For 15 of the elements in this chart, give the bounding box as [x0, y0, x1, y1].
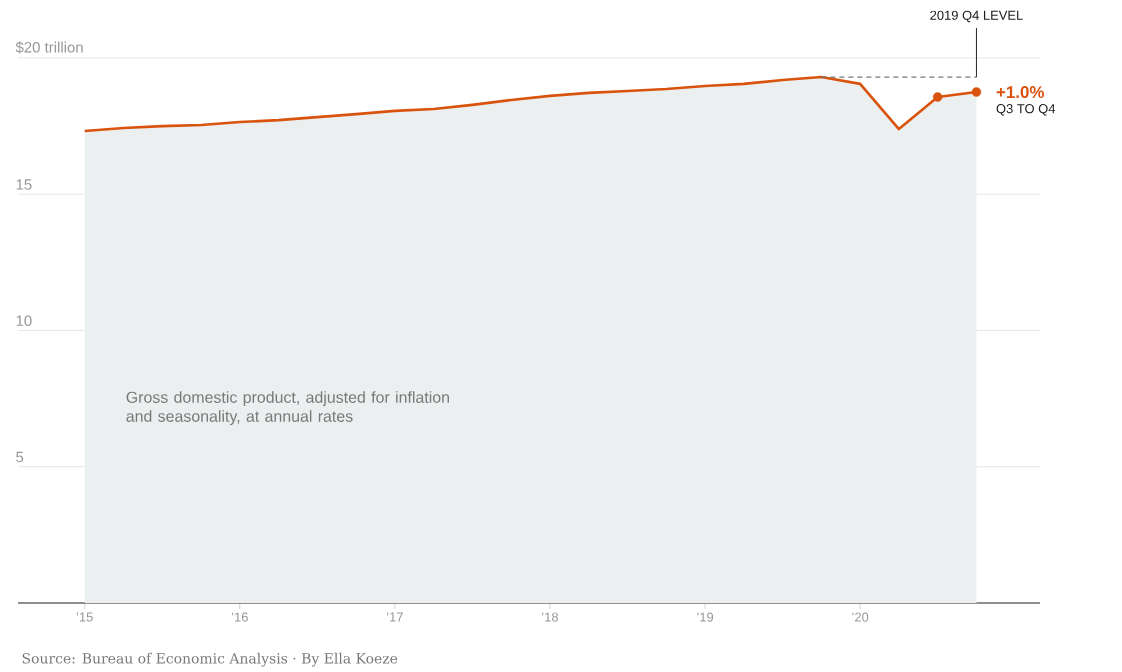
x-tick-label: ’20	[852, 612, 869, 622]
x-tick-label: ’18	[542, 612, 559, 622]
x-tick-label: ’17	[387, 612, 403, 622]
y-tick-label: $20 trillion	[15, 41, 83, 54]
y-tick-label: 10	[16, 315, 32, 326]
annotation: Gross domestic product, adjusted for inflation and seasonality, at annual rates	[126, 391, 449, 426]
annotation: Q3 TO Q4	[996, 104, 1056, 116]
x-tick-label: ’19	[697, 612, 714, 622]
ref-line-label: 2019 Q4 LEVEL	[930, 10, 1023, 23]
y-tick-label: 5	[16, 451, 24, 463]
x-tick-label: ’15	[76, 612, 93, 622]
y-tick-label: 15	[16, 179, 32, 190]
source-note: Source: Bureau of Economic Analysis · By Ella Koeze	[22, 652, 398, 667]
x-tick-label: ’16	[231, 612, 248, 622]
annotation: +1.0%	[996, 86, 1045, 99]
